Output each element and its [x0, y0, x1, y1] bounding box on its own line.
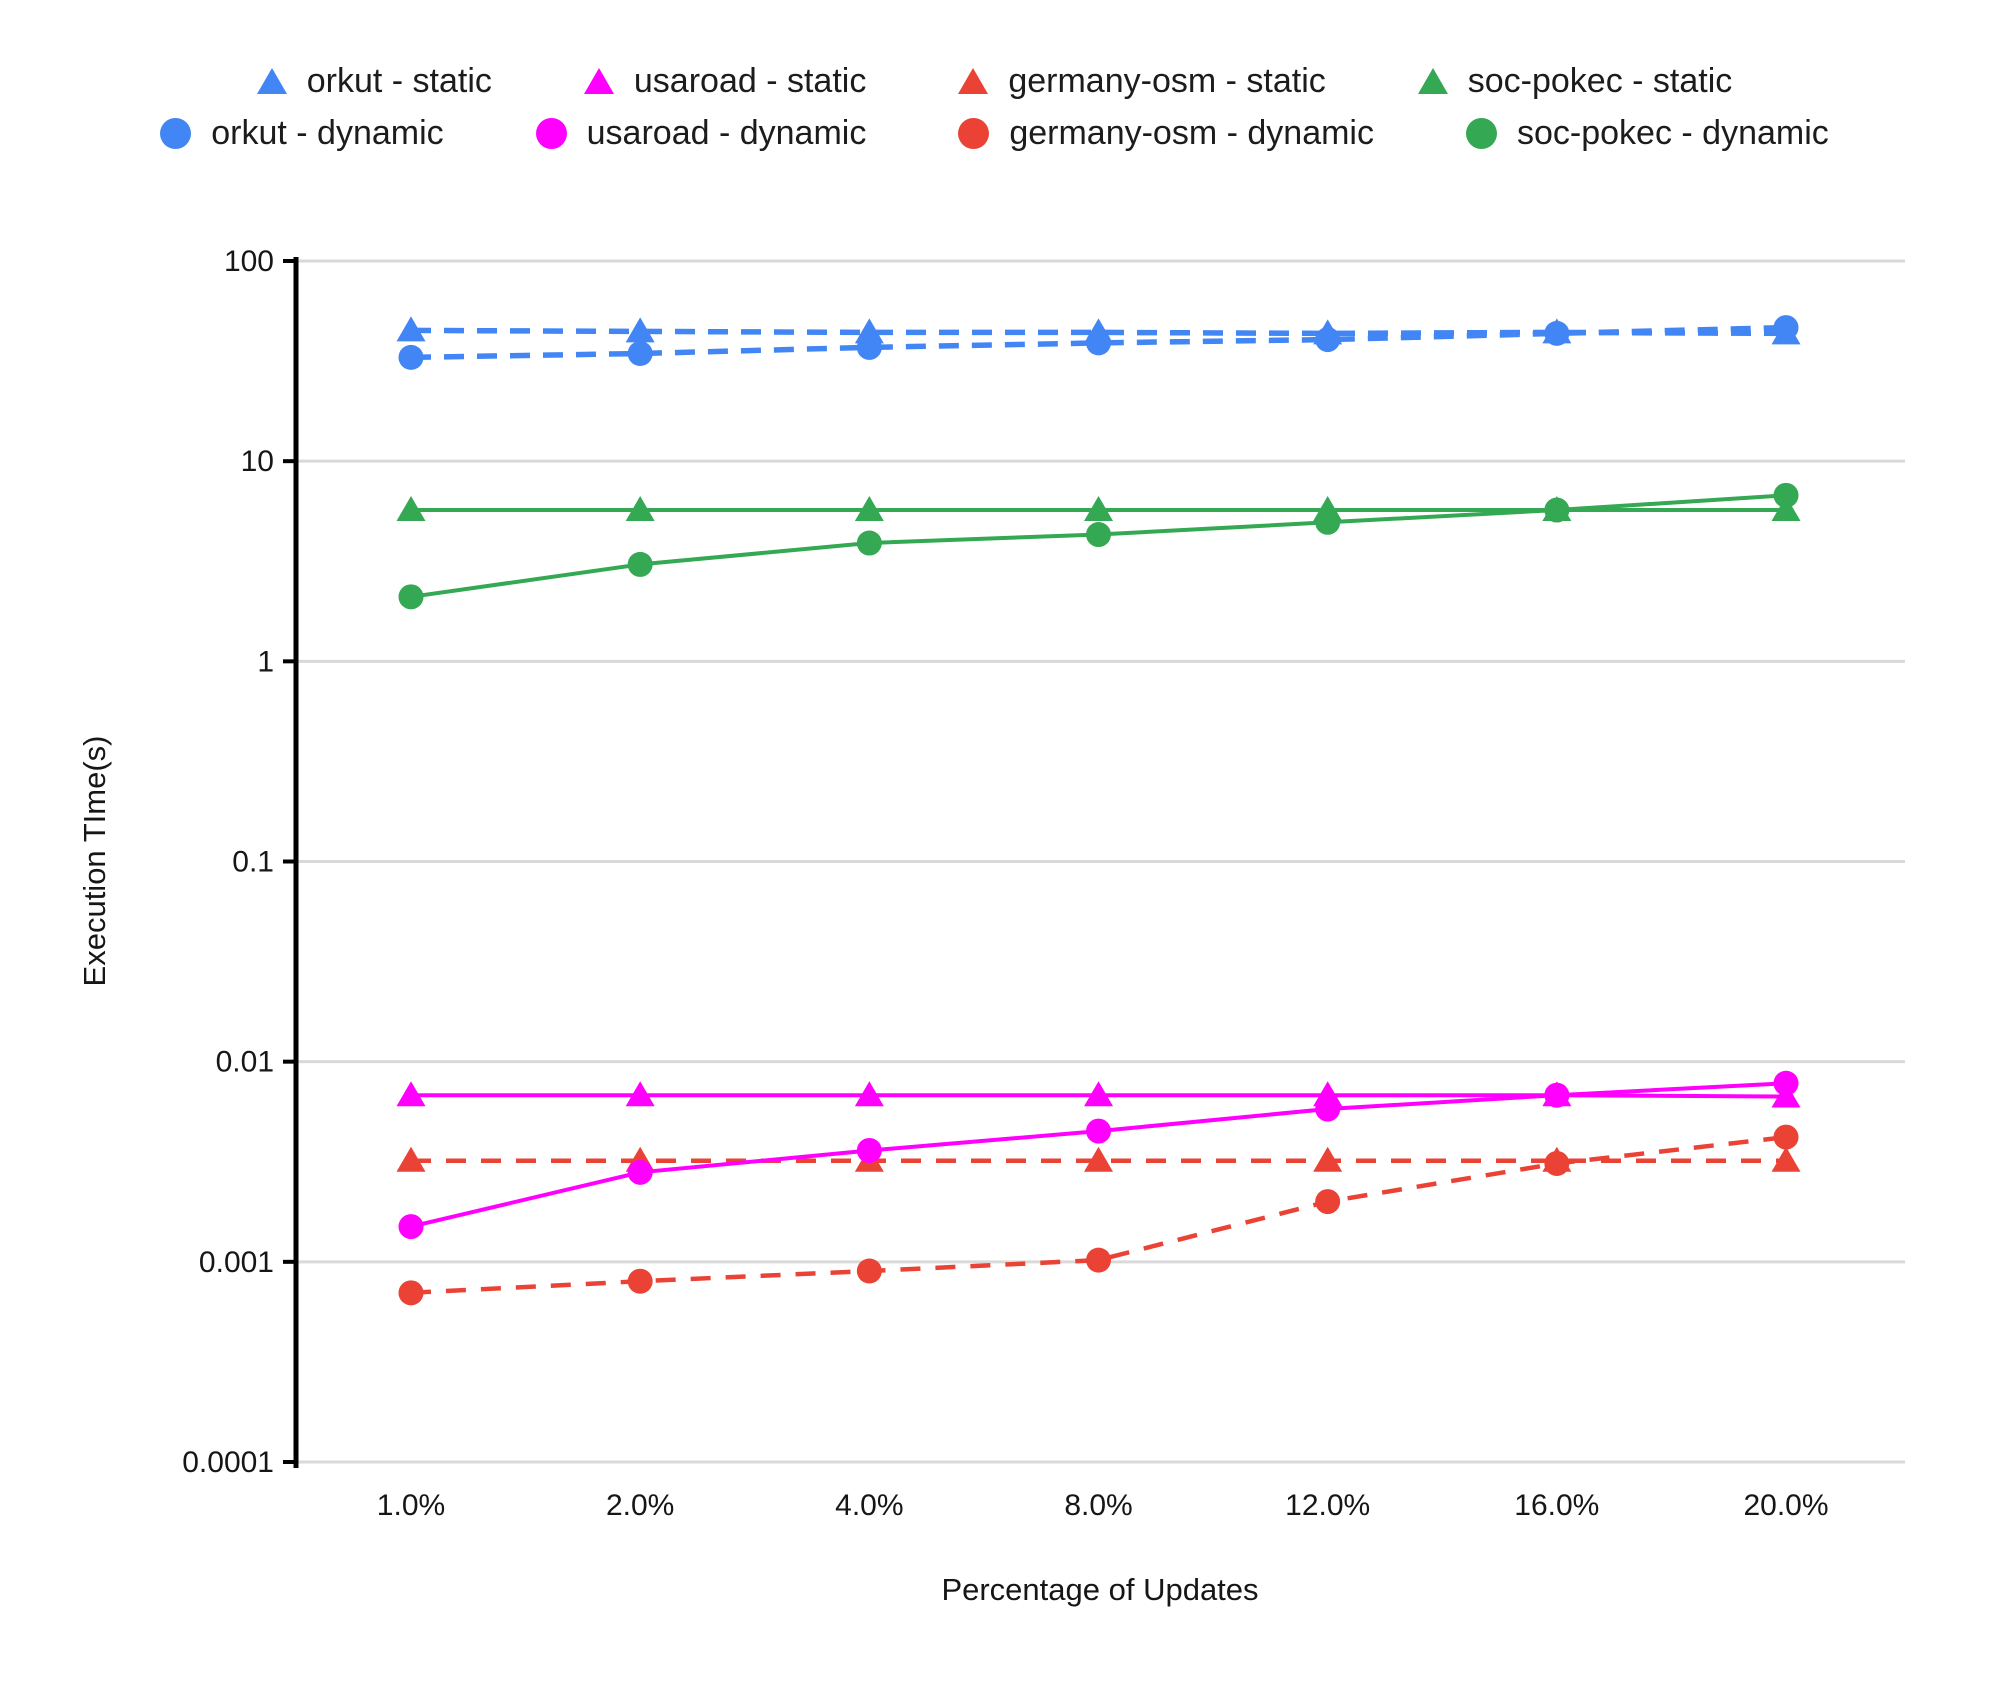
circle-marker-orkut-dynamic: [398, 344, 424, 370]
legend-label: soc-pokec - dynamic: [1516, 113, 1829, 152]
legend-row: orkut - dynamic usaroad - dynamic germany-…: [0, 110, 1989, 156]
circle-marker-orkut-dynamic: [1315, 327, 1341, 353]
series-layer: [396, 315, 1801, 1306]
triangle-marker-germany-osm-static: [1313, 1146, 1343, 1172]
x-tick-label: 8.0%: [1064, 1489, 1132, 1522]
legend-label: usaroad - dynamic: [586, 113, 867, 152]
y-tick-label: 10: [241, 445, 274, 478]
y-axis-title: Execution TIme(s): [77, 736, 112, 987]
triangle-marker-icon: [256, 68, 287, 94]
axes: [283, 257, 299, 1468]
triangle-marker-soc-pokec-static: [1084, 496, 1114, 522]
circle-marker-soc-pokec-dynamic: [856, 530, 882, 556]
y-tick-label: 1: [257, 645, 274, 678]
circle-marker-soc-pokec-dynamic: [1544, 497, 1570, 523]
y-tick-label: 0.001: [199, 1246, 274, 1279]
triangle-marker-usaroad-static: [625, 1081, 655, 1107]
legend-item-orkut-static: orkut - static: [256, 61, 492, 101]
legend-item-germany-osm-dynamic: germany-osm - dynamic: [958, 114, 1374, 153]
legend-item-usaroad-static: usaroad - static: [583, 61, 867, 101]
x-tick-label: 2.0%: [606, 1489, 674, 1522]
circle-marker-orkut-dynamic: [856, 334, 882, 360]
circle-marker-soc-pokec-dynamic: [627, 551, 653, 577]
circle-marker-usaroad-dynamic: [627, 1159, 653, 1185]
tick-labels: 100 10 1 0.1 0.01 0.001 0.0001 1.0% 2.0% 4.0% 8.0%…: [182, 245, 1828, 1522]
triangle-marker-usaroad-static: [396, 1081, 426, 1107]
legend-item-soc-pokec-static: soc-pokec - static: [1417, 61, 1733, 101]
y-tick-label: 100: [224, 245, 274, 278]
triangle-marker-orkut-static: [625, 317, 655, 343]
circle-marker-orkut-dynamic: [1544, 320, 1570, 346]
triangle-marker-soc-pokec-static: [625, 496, 655, 522]
circle-marker-germany-osm-dynamic: [1773, 1124, 1799, 1150]
y-tick-label: 0.1: [232, 846, 274, 879]
triangle-marker-icon: [1417, 68, 1448, 94]
triangle-marker-soc-pokec-static: [396, 496, 426, 522]
triangle-marker-orkut-static: [854, 318, 884, 344]
x-tick-label: 1.0%: [377, 1489, 445, 1522]
triangle-marker-soc-pokec-static: [854, 496, 884, 522]
circle-marker-usaroad-dynamic: [856, 1137, 882, 1163]
circle-marker-orkut-dynamic: [627, 341, 653, 367]
chart-legend: orkut - static usaroad - static germany-os…: [0, 58, 1989, 156]
circle-marker-orkut-dynamic: [1773, 315, 1799, 341]
legend-label: usaroad - static: [633, 61, 867, 100]
triangle-marker-icon: [958, 68, 989, 94]
circle-marker-germany-osm-dynamic: [1086, 1247, 1112, 1273]
circle-marker-icon: [1465, 117, 1497, 149]
gridlines: [296, 259, 1905, 1464]
triangle-marker-soc-pokec-static: [1771, 496, 1801, 522]
legend-label: germany-osm - static: [1008, 61, 1326, 100]
circle-marker-icon: [535, 117, 567, 149]
circle-marker-germany-osm-dynamic: [856, 1258, 882, 1284]
circle-marker-usaroad-dynamic: [1086, 1118, 1112, 1144]
x-tick-label: 4.0%: [835, 1489, 903, 1522]
x-tick-label: 16.0%: [1514, 1489, 1599, 1522]
triangle-marker-germany-osm-static: [1771, 1146, 1801, 1172]
circle-marker-usaroad-dynamic: [1315, 1096, 1341, 1122]
circle-marker-soc-pokec-dynamic: [1773, 482, 1799, 508]
y-tick-label: 0.0001: [182, 1446, 274, 1479]
circle-marker-icon: [160, 117, 192, 149]
circle-marker-icon: [958, 117, 990, 149]
circle-marker-usaroad-dynamic: [1773, 1070, 1799, 1096]
legend-label: germany-osm - dynamic: [1009, 113, 1374, 152]
circle-marker-soc-pokec-dynamic: [1315, 509, 1341, 535]
legend-item-usaroad-dynamic: usaroad - dynamic: [535, 113, 867, 153]
triangle-marker-germany-osm-static: [1084, 1146, 1114, 1172]
legend-item-orkut-dynamic: orkut - dynamic: [160, 113, 444, 153]
x-axis-title: Percentage of Updates: [941, 1572, 1258, 1607]
legend-label: orkut - dynamic: [211, 113, 444, 152]
triangle-marker-orkut-static: [396, 316, 426, 342]
triangle-marker-usaroad-static: [854, 1081, 884, 1107]
y-tick-label: 0.01: [216, 1046, 274, 1079]
legend-item-soc-pokec-dynamic: soc-pokec - dynamic: [1465, 113, 1829, 153]
circle-marker-germany-osm-dynamic: [1315, 1189, 1341, 1215]
circle-marker-germany-osm-dynamic: [627, 1268, 653, 1294]
legend-label: orkut - static: [306, 61, 492, 100]
triangle-marker-germany-osm-static: [396, 1146, 426, 1172]
triangle-marker-usaroad-static: [1084, 1081, 1114, 1107]
legend-item-germany-osm-static: germany-osm - static: [958, 61, 1326, 101]
legend-label: soc-pokec - static: [1467, 61, 1733, 100]
x-tick-label: 20.0%: [1743, 1489, 1828, 1522]
circle-marker-usaroad-dynamic: [1544, 1082, 1570, 1108]
circle-marker-orkut-dynamic: [1086, 330, 1112, 356]
circle-marker-usaroad-dynamic: [398, 1214, 424, 1240]
triangle-marker-icon: [583, 68, 614, 94]
circle-marker-soc-pokec-dynamic: [1086, 522, 1112, 548]
legend-row: orkut - static usaroad - static germany-os…: [0, 58, 1989, 104]
circle-marker-germany-osm-dynamic: [398, 1280, 424, 1306]
circle-marker-soc-pokec-dynamic: [398, 584, 424, 610]
x-tick-label: 12.0%: [1285, 1489, 1370, 1522]
circle-marker-germany-osm-dynamic: [1544, 1150, 1570, 1176]
